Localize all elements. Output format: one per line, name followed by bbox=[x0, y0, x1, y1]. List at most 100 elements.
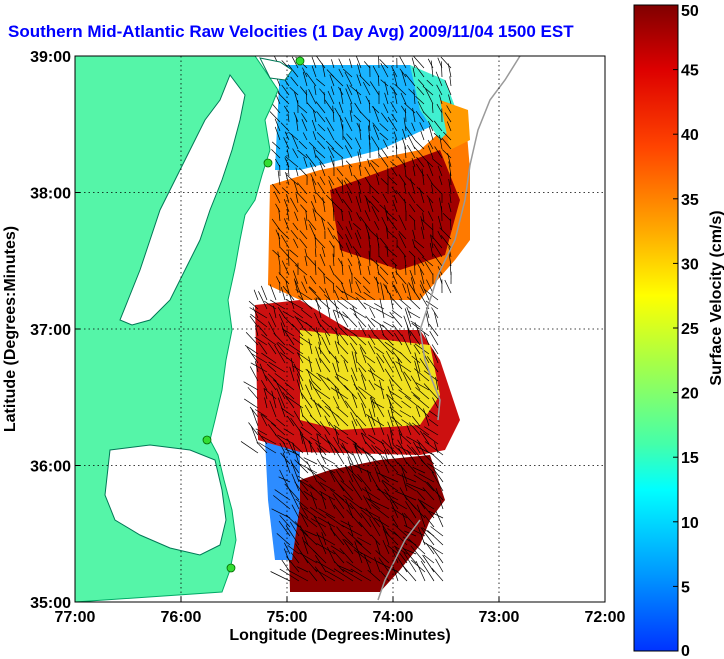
velocity-vector bbox=[406, 436, 421, 445]
velocity-vector bbox=[299, 429, 304, 445]
velocity-vector bbox=[376, 472, 399, 483]
velocity-vector bbox=[335, 493, 354, 510]
velocity-vector bbox=[421, 219, 434, 231]
velocity-vector bbox=[355, 196, 362, 213]
velocity-vector bbox=[274, 344, 286, 364]
velocity-vector bbox=[435, 376, 439, 391]
velocity-vector bbox=[378, 56, 380, 69]
velocity-vector bbox=[346, 84, 353, 96]
velocity-vector bbox=[405, 484, 417, 492]
velocity-vector bbox=[426, 279, 434, 294]
velocity-vector bbox=[432, 397, 439, 409]
velocity-vector bbox=[273, 305, 277, 319]
velocity-vector bbox=[340, 296, 358, 310]
velocity-vector bbox=[301, 119, 308, 132]
velocity-vector bbox=[326, 299, 331, 319]
velocity-vector bbox=[296, 379, 304, 400]
velocity-vector bbox=[368, 379, 376, 391]
velocity-vector bbox=[249, 366, 259, 382]
velocity-vector bbox=[265, 375, 277, 391]
velocity-vector bbox=[378, 153, 389, 168]
velocity-vector bbox=[305, 89, 308, 105]
velocity-vector bbox=[286, 556, 300, 573]
velocity-vector bbox=[353, 333, 367, 346]
velocity-region-yellow-central bbox=[300, 330, 440, 430]
velocity-vector bbox=[411, 57, 416, 69]
velocity-vector bbox=[278, 208, 281, 222]
velocity-vector bbox=[305, 210, 308, 222]
velocity-vector bbox=[249, 406, 259, 418]
velocity-vector bbox=[344, 464, 363, 483]
velocity-vector bbox=[283, 137, 290, 150]
velocity-vector bbox=[285, 298, 304, 310]
velocity-vector bbox=[344, 145, 353, 159]
velocity-vector bbox=[281, 559, 291, 573]
velocity-vector bbox=[292, 270, 299, 285]
velocity-vector bbox=[401, 419, 412, 427]
velocity-vector bbox=[278, 313, 286, 328]
velocity-vector bbox=[384, 489, 399, 510]
velocity-vector bbox=[328, 350, 340, 364]
velocity-vector bbox=[363, 302, 376, 310]
velocity-vector bbox=[324, 294, 340, 310]
velocity-vector bbox=[431, 184, 434, 195]
x-tick-label: 73:00 bbox=[479, 609, 520, 626]
velocity-vector bbox=[334, 464, 345, 474]
velocity-vector bbox=[349, 502, 363, 519]
velocity-vector bbox=[416, 504, 426, 528]
velocity-vector bbox=[410, 178, 416, 195]
velocity-vector bbox=[297, 149, 308, 159]
velocity-vector bbox=[277, 397, 286, 418]
velocity-vector bbox=[303, 156, 308, 168]
velocity-vector bbox=[349, 58, 353, 69]
velocity-vector bbox=[368, 408, 376, 427]
velocity-vector bbox=[416, 439, 430, 454]
velocity-vector bbox=[334, 426, 340, 445]
velocity-vector bbox=[345, 160, 353, 168]
velocity-vector bbox=[348, 480, 363, 501]
velocity-vector bbox=[417, 405, 430, 418]
velocity-vector bbox=[304, 255, 308, 267]
velocity-vector bbox=[428, 510, 444, 519]
velocity-vector bbox=[327, 227, 335, 240]
velocity-vector bbox=[292, 337, 304, 346]
velocity-vector bbox=[384, 246, 398, 258]
velocity-vector bbox=[353, 549, 372, 564]
velocity-vector bbox=[339, 88, 344, 105]
velocity-vector bbox=[406, 296, 421, 310]
velocity-vector bbox=[281, 187, 290, 195]
velocity-vector bbox=[374, 557, 381, 573]
velocity-vector bbox=[280, 247, 290, 258]
velocity-vector bbox=[423, 331, 430, 346]
velocity-vector bbox=[356, 297, 367, 310]
velocity-vector bbox=[369, 257, 380, 267]
velocity-vector bbox=[374, 334, 385, 346]
velocity-vector bbox=[341, 260, 344, 276]
velocity-region-blue-south bbox=[265, 440, 300, 560]
velocity-vector bbox=[295, 498, 309, 510]
velocity-vector bbox=[312, 109, 317, 123]
velocity-vector bbox=[360, 512, 372, 528]
velocity-vector bbox=[259, 363, 268, 382]
velocity-vector bbox=[428, 126, 434, 141]
velocity-vector bbox=[406, 324, 412, 346]
velocity-vector bbox=[419, 358, 430, 373]
velocity-vector bbox=[413, 239, 425, 249]
velocity-vector bbox=[309, 380, 322, 400]
velocity-vector bbox=[294, 280, 304, 301]
velocity-vector bbox=[303, 507, 318, 519]
velocity-vector bbox=[369, 200, 380, 213]
velocity-vector bbox=[296, 191, 308, 204]
velocity-vector bbox=[301, 435, 309, 456]
velocity-vector bbox=[316, 111, 326, 123]
velocity-vector bbox=[342, 538, 354, 555]
velocity-vector bbox=[319, 482, 336, 492]
velocity-vector bbox=[289, 249, 299, 258]
velocity-vector bbox=[310, 491, 318, 510]
velocity-vector bbox=[363, 554, 372, 573]
colorbar-tick-label: 20 bbox=[681, 386, 699, 403]
velocity-vector bbox=[334, 385, 340, 400]
velocity-vector bbox=[379, 59, 389, 69]
velocity-vector bbox=[319, 445, 331, 454]
velocity-vector bbox=[299, 528, 318, 546]
